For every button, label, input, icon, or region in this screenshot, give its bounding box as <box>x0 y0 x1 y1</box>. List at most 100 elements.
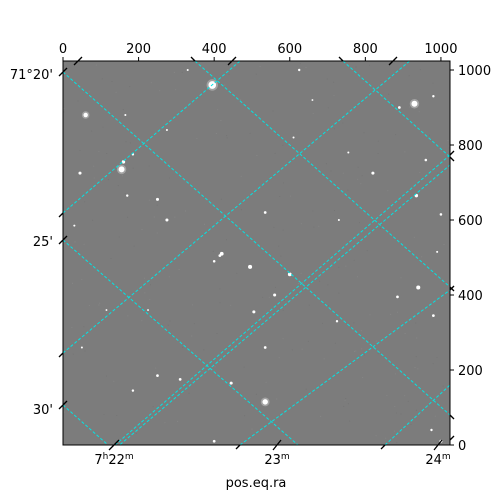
dec-tick-label: 71°20' <box>10 68 53 83</box>
noise-speck <box>71 327 73 329</box>
noise-speck <box>345 265 347 267</box>
noise-speck <box>444 442 446 444</box>
noise-speck <box>99 302 101 304</box>
noise-speck <box>414 367 416 368</box>
noise-speck <box>141 229 143 230</box>
noise-speck <box>327 107 329 109</box>
noise-speck <box>182 346 184 348</box>
noise-speck <box>274 152 276 154</box>
y-tick-label: 400 <box>458 289 483 304</box>
noise-speck <box>388 93 390 95</box>
star <box>287 272 292 277</box>
x-tick-label: 0 <box>59 42 67 57</box>
noise-speck <box>255 73 257 75</box>
noise-speck <box>72 353 74 355</box>
y-tick-label: 1000 <box>458 64 491 79</box>
noise-speck <box>204 223 205 225</box>
world-tick-mark <box>113 439 120 446</box>
noise-speck <box>275 286 276 288</box>
noise-speck <box>400 413 402 415</box>
noise-speck <box>173 71 175 73</box>
noise-speck <box>361 175 363 177</box>
noise-speck <box>333 95 335 97</box>
noise-speck <box>177 420 179 422</box>
world-tick-mark <box>449 285 455 291</box>
y-tick-label: 600 <box>458 214 483 229</box>
y-tick-label: 800 <box>458 139 483 154</box>
star <box>411 100 418 107</box>
world-tick-mark <box>62 235 68 241</box>
world-tick-mark <box>108 444 115 451</box>
noise-speck <box>437 172 439 174</box>
noise-speck <box>366 250 368 252</box>
noise-speck <box>323 358 325 360</box>
grid-line <box>118 164 450 445</box>
noise-speck <box>132 167 134 169</box>
noise-speck <box>273 226 275 228</box>
star <box>155 197 160 201</box>
star <box>248 264 253 269</box>
noise-speck <box>386 394 388 396</box>
world-tick-mark <box>58 239 64 245</box>
noise-speck <box>333 128 335 130</box>
star <box>105 309 108 311</box>
noise-speck <box>429 134 430 136</box>
noise-speck <box>156 204 158 206</box>
star <box>436 250 439 253</box>
noise-speck <box>129 86 131 88</box>
noise-speck <box>64 411 66 413</box>
noise-speck <box>83 243 85 245</box>
noise-speck <box>404 151 406 153</box>
noise-speck <box>249 132 251 134</box>
noise-speck <box>299 63 301 65</box>
noise-speck <box>98 150 100 152</box>
noise-speck <box>408 75 410 77</box>
noise-speck <box>305 67 307 69</box>
noise-speck <box>363 132 365 134</box>
noise-speck <box>265 381 267 383</box>
noise-speck <box>127 315 129 317</box>
right-pixel-axis: 0 200 400 600 800 1000 <box>450 64 491 454</box>
noise-speck <box>347 403 349 405</box>
world-tick-mark <box>62 400 68 406</box>
noise-speck <box>396 311 398 313</box>
noise-speck <box>103 414 105 416</box>
star <box>165 218 169 222</box>
noise-speck <box>443 244 445 245</box>
world-tick-mark <box>58 212 64 218</box>
noise-speck <box>319 280 321 282</box>
star <box>121 160 126 164</box>
star <box>73 224 76 227</box>
noise-speck <box>115 91 117 93</box>
noise-speck <box>385 437 387 439</box>
noise-speck <box>357 178 359 180</box>
noise-speck <box>251 428 253 430</box>
noise-speck <box>360 330 362 332</box>
star <box>262 399 268 405</box>
noise-speck <box>63 111 65 113</box>
noise-speck <box>150 284 151 286</box>
world-tick-mark <box>77 56 83 62</box>
y-tick-label: 200 <box>458 364 483 379</box>
noise-speck <box>432 82 434 84</box>
noise-speck <box>421 256 423 258</box>
world-tick-mark <box>380 444 386 450</box>
noise-speck <box>342 122 344 124</box>
noise-speck <box>129 142 131 144</box>
noise-speck <box>226 239 227 241</box>
star <box>131 389 135 392</box>
noise-speck <box>404 333 406 334</box>
noise-speck <box>301 348 303 350</box>
ra-tick-label: 7h22m <box>94 452 133 468</box>
noise-speck <box>284 300 285 301</box>
noise-speck <box>144 292 146 294</box>
star <box>396 295 399 299</box>
world-tick-mark <box>58 352 64 358</box>
noise-speck <box>106 375 107 377</box>
noise-speck <box>102 126 104 128</box>
noise-speck <box>64 63 66 65</box>
ra-tick-label: 23m <box>264 452 289 468</box>
noise-speck <box>327 284 329 286</box>
x-tick-label: 600 <box>277 42 302 57</box>
noise-speck <box>214 366 216 368</box>
